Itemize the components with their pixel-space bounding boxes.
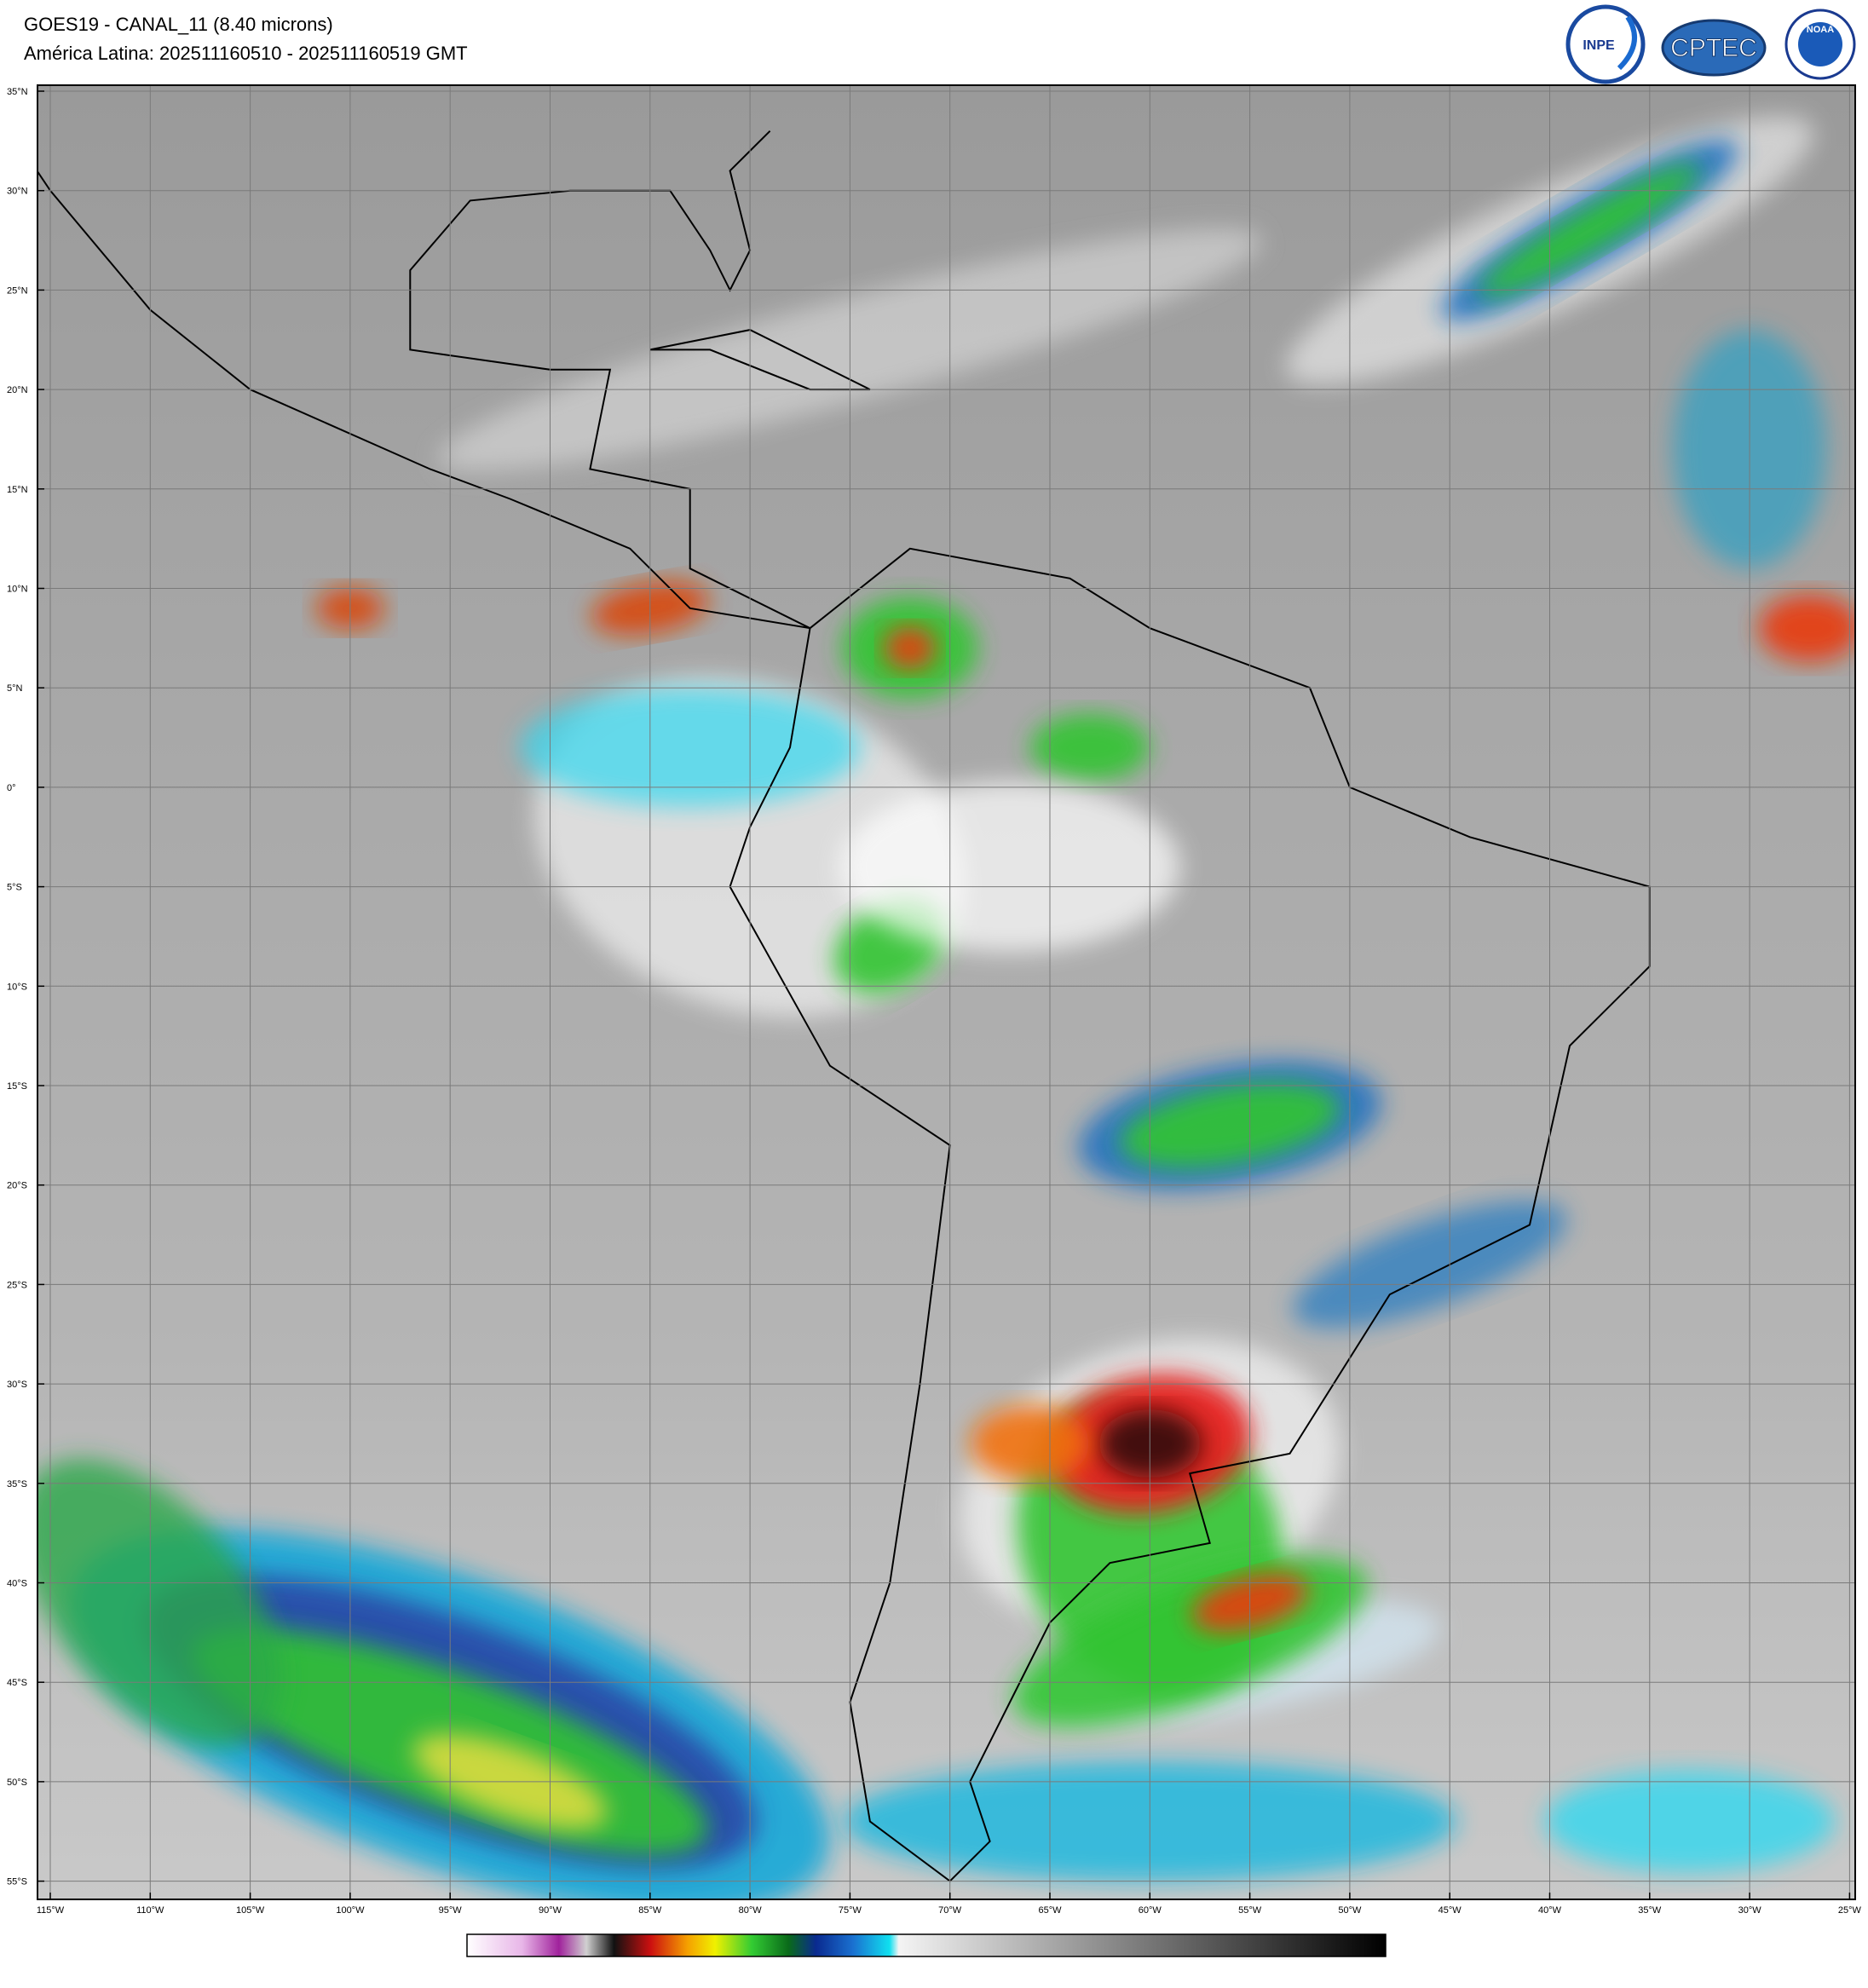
longitude-label: 70°W xyxy=(938,1905,962,1916)
map xyxy=(37,85,1855,1899)
latitude-label: 35°N xyxy=(7,87,28,97)
latitude-label: 45°S xyxy=(7,1678,27,1688)
longitude-label: 110°W xyxy=(136,1905,164,1916)
latitude-label: 35°S xyxy=(7,1479,27,1490)
map-frame xyxy=(37,84,1856,1900)
latitude-label: 20°N xyxy=(7,385,28,395)
latitude-label: 20°S xyxy=(7,1181,27,1191)
cloud xyxy=(839,781,1181,953)
longitude-label: 45°W xyxy=(1438,1905,1462,1916)
noaa-inner xyxy=(1798,22,1842,66)
latitude-label: 0° xyxy=(7,783,16,793)
longitude-label: 105°W xyxy=(236,1905,265,1916)
cloud xyxy=(1029,713,1150,782)
longitude-label: 40°W xyxy=(1538,1905,1562,1916)
longitude-label: 75°W xyxy=(839,1905,862,1916)
cloud xyxy=(519,688,861,808)
longitude-label: 50°W xyxy=(1338,1905,1362,1916)
latitude-label: 15°S xyxy=(7,1081,27,1092)
longitude-label: 55°W xyxy=(1238,1905,1262,1916)
latitude-label: 10°S xyxy=(7,982,27,992)
cloud xyxy=(1544,1770,1835,1873)
longitude-label: 85°W xyxy=(638,1905,662,1916)
title: GOES19 - CANAL_11 (8.40 microns) xyxy=(24,14,333,35)
latitude-label: 30°S xyxy=(7,1380,27,1390)
longitude-label: 95°W xyxy=(439,1905,463,1916)
cptec-text: CPTEC xyxy=(1670,34,1757,62)
longitude-label: 80°W xyxy=(739,1905,763,1916)
noaa-text: NOAA xyxy=(1807,25,1834,35)
cloud xyxy=(1478,164,1701,297)
longitude-label: 30°W xyxy=(1738,1905,1762,1916)
colorbar-bar xyxy=(466,1933,1387,1957)
cloud xyxy=(1120,1082,1340,1168)
latitude-label: 25°S xyxy=(7,1280,27,1290)
cloud xyxy=(1758,594,1855,663)
inpe-arrow xyxy=(1617,15,1637,71)
latitude-label: 25°N xyxy=(7,285,28,296)
latitude-label: 55°S xyxy=(7,1877,27,1887)
cloud xyxy=(884,626,936,670)
latitude-label: 30°N xyxy=(7,187,28,197)
inpe-text: INPE xyxy=(1583,38,1615,53)
latitude-label: 5°S xyxy=(7,883,22,893)
latitude-label: 40°S xyxy=(7,1579,27,1589)
axis-labels: 35°N 30°N 25°N 20°N 15°N 10°N 5°N 0° 5°S 10°S 15°S… xyxy=(7,87,1862,1916)
cloud xyxy=(970,1405,1090,1483)
longitude-label: 115°W xyxy=(37,1905,65,1916)
latitude-label: 10°N xyxy=(7,585,28,595)
logos: INPE CPTEC NOAA xyxy=(1565,4,1856,84)
coastline xyxy=(409,130,810,630)
cptec-logo xyxy=(1661,19,1767,77)
cloud xyxy=(1293,1201,1567,1328)
colorbar xyxy=(466,1933,1387,1957)
latitude-label: 50°S xyxy=(7,1778,27,1788)
longitude-label: 90°W xyxy=(539,1905,562,1916)
longitude-label: 65°W xyxy=(1038,1905,1062,1916)
longitude-label: 100°W xyxy=(336,1905,365,1916)
longitude-label: 25°W xyxy=(1838,1905,1862,1916)
latitude-label: 5°N xyxy=(7,683,23,694)
latitude-label: 15°N xyxy=(7,485,28,495)
longitude-label: 35°W xyxy=(1638,1905,1662,1916)
longitude-label: 60°W xyxy=(1139,1905,1162,1916)
subtitle: América Latina: 202511160510 - 202511160… xyxy=(24,43,468,64)
